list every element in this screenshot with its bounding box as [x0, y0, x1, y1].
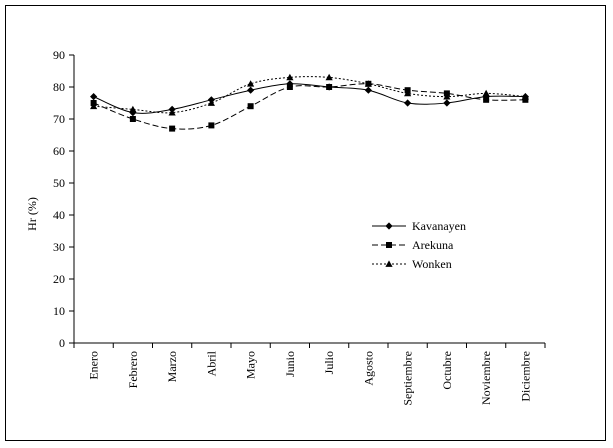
data-point-kavanayen [364, 86, 372, 94]
data-point-wonken [521, 93, 529, 100]
data-point-arekuna [208, 122, 215, 129]
x-tick-label: Diciembre [518, 351, 532, 402]
y-tick-label: 50 [53, 176, 65, 190]
x-tick-label: Noviembre [479, 351, 493, 405]
y-tick-label: 60 [53, 144, 65, 158]
legend-marker-wonken [385, 260, 393, 267]
y-axis-label: Hr (%) [25, 197, 39, 231]
data-point-kavanayen [404, 99, 412, 107]
series-line-arekuna [93, 83, 526, 130]
data-point-wonken [325, 73, 333, 81]
data-point-arekuna [483, 96, 490, 103]
x-tick-label: Agosto [361, 351, 375, 386]
data-point-arekuna [247, 103, 254, 110]
legend-item-kavanayen: Kavanayen [372, 219, 466, 233]
x-tick-label: Octubre [440, 351, 454, 390]
data-point-kavanayen [90, 93, 98, 101]
data-point-wonken [247, 80, 255, 87]
data-point-wonken [168, 109, 176, 116]
legend-marker-kavanayen [385, 222, 393, 230]
x-tick-label: Mayo [244, 351, 258, 379]
y-tick-label: 0 [59, 336, 65, 350]
data-point-arekuna [169, 125, 176, 132]
x-tick-label: Marzo [165, 351, 179, 382]
y-tick-label: 20 [53, 272, 65, 286]
chart-frame [5, 5, 606, 441]
series-layer [90, 73, 529, 132]
series-line-wonken [93, 76, 526, 114]
data-point-wonken [364, 80, 372, 87]
legend-label: Arekuna [412, 238, 454, 252]
legend-item-wonken: Wonken [372, 257, 452, 271]
data-point-arekuna [522, 96, 529, 103]
data-point-kavanayen [247, 86, 255, 94]
x-tick-label: Junio [283, 351, 297, 377]
x-tick-label: Septiembre [401, 351, 415, 406]
legend-item-arekuna: Arekuna [372, 238, 454, 252]
data-point-arekuna [286, 84, 293, 90]
data-point-arekuna [326, 84, 333, 90]
x-tick-label: Julio [322, 351, 336, 374]
legend-label: Kavanayen [412, 219, 466, 233]
axes: 0 10 20 30 40 50 60 70 80 90 Enero Febrero Marzo Abri… [53, 48, 546, 406]
legend: Kavanayen Arekuna Wonken [372, 219, 466, 271]
series-arekuna [90, 80, 529, 132]
x-tick-label: Enero [87, 351, 101, 380]
data-point-kavanayen [443, 99, 451, 107]
data-point-wonken [207, 99, 215, 106]
legend-marker-arekuna [386, 242, 392, 248]
data-point-wonken [443, 93, 451, 100]
data-point-wonken [404, 89, 412, 97]
legend-label: Wonken [412, 257, 452, 271]
series-line-kavanayen [93, 83, 526, 114]
x-tick-label: Febrero [126, 351, 140, 388]
data-point-wonken [482, 89, 490, 97]
y-tick-label: 80 [53, 80, 65, 94]
series-wonken [90, 73, 529, 116]
x-tick-label: Abril [204, 350, 218, 376]
data-point-wonken [129, 105, 137, 113]
y-tick-label: 70 [53, 112, 65, 126]
data-point-wonken [90, 102, 98, 110]
y-tick-label: 10 [53, 304, 65, 318]
data-point-arekuna [129, 116, 136, 122]
y-tick-label: 40 [53, 208, 65, 222]
y-tick-label: 30 [53, 240, 65, 254]
data-point-wonken [286, 73, 294, 81]
y-tick-label: 90 [53, 48, 65, 62]
